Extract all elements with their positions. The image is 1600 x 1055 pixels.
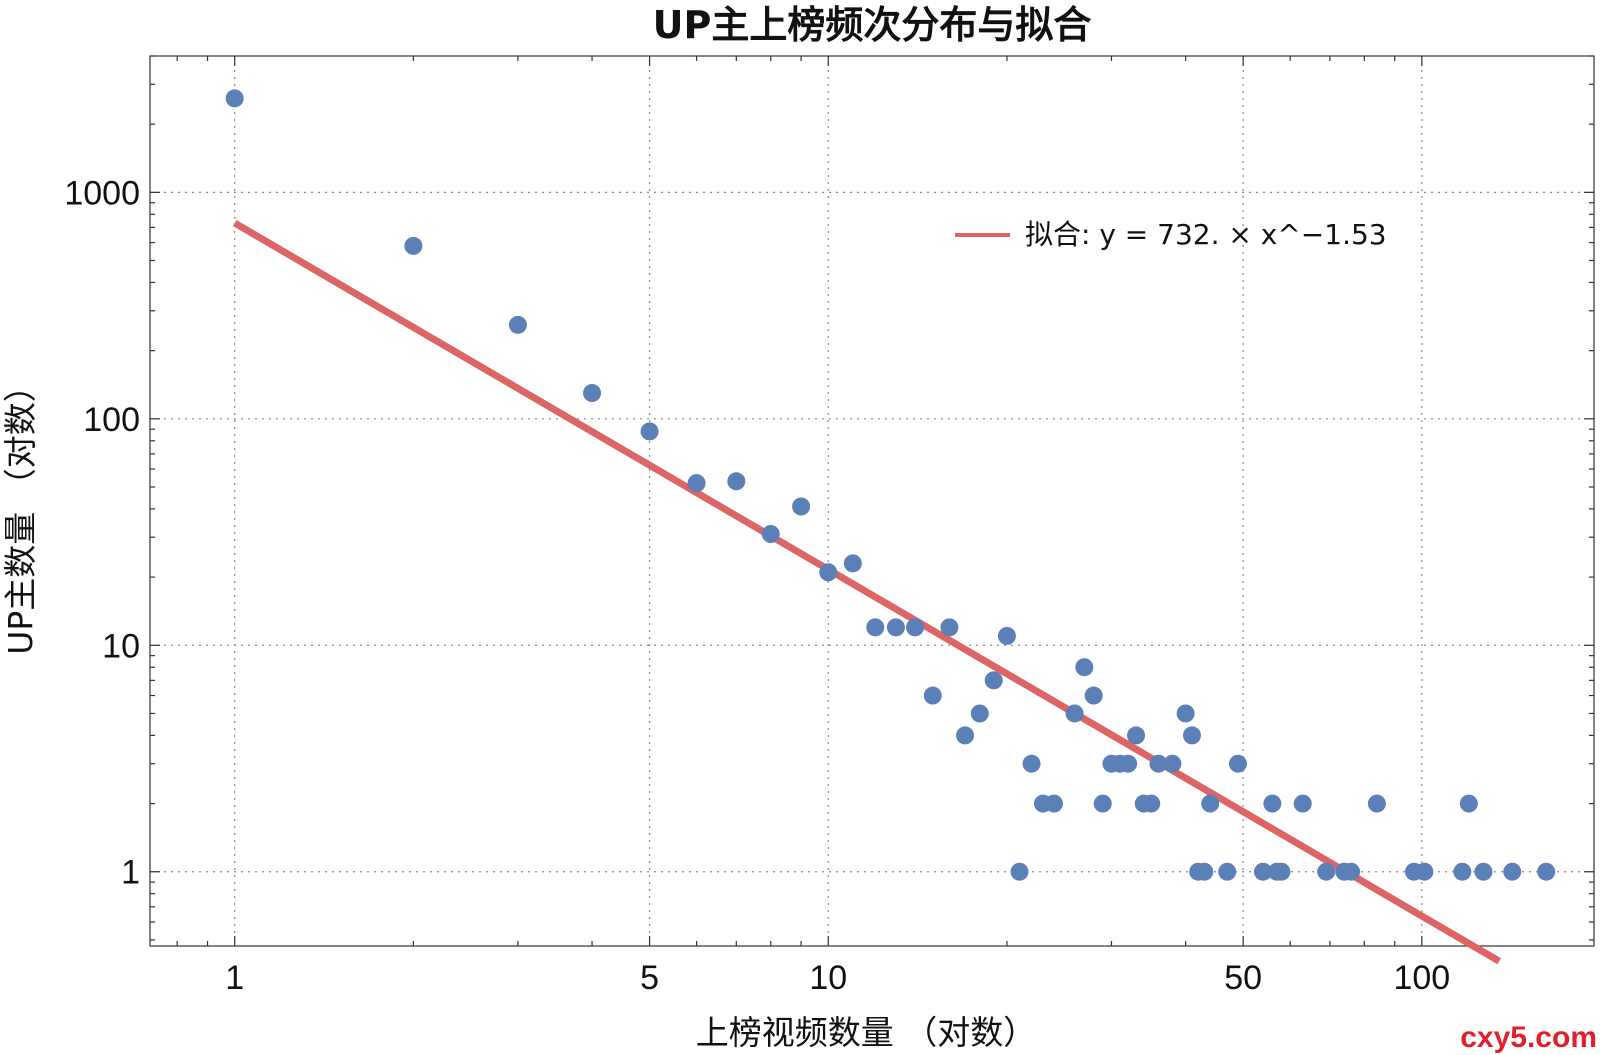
legend-label: 拟合: y = 732. × x^−1.53	[1025, 218, 1387, 251]
data-point	[843, 554, 862, 573]
data-point	[1415, 862, 1434, 881]
data-point	[727, 472, 746, 491]
y-axis-label: UP主数量 （对数）	[1, 369, 40, 655]
data-point	[1182, 726, 1201, 745]
axis-ticks	[150, 55, 1594, 946]
data-point	[1119, 754, 1138, 773]
chart-title: UP主上榜频次分布与拟合	[653, 3, 1092, 47]
data-point	[1474, 862, 1493, 881]
data-point	[1272, 862, 1291, 881]
data-point	[1149, 754, 1168, 773]
data-point	[1263, 794, 1282, 813]
data-point	[1093, 794, 1112, 813]
fit-line	[232, 220, 1501, 965]
y-tick-label: 1	[121, 854, 140, 892]
data-point	[1201, 794, 1220, 813]
data-point	[1253, 862, 1272, 881]
y-tick-label: 1000	[64, 174, 140, 212]
y-tick-label: 100	[83, 401, 140, 439]
data-point	[1537, 862, 1556, 881]
legend: 拟合: y = 732. × x^−1.53	[955, 218, 1387, 251]
data-point	[1010, 862, 1029, 881]
data-point	[1127, 726, 1146, 745]
data-point	[956, 726, 975, 745]
data-point	[1367, 794, 1386, 813]
data-point	[792, 497, 811, 516]
watermark: cxy5.com	[1460, 1021, 1597, 1054]
data-point	[1065, 704, 1084, 723]
data-point	[970, 704, 989, 723]
data-point	[997, 626, 1016, 645]
y-tick-labels: 1 10 100 1000	[64, 174, 140, 891]
x-tick-label: 100	[1393, 959, 1450, 997]
data-point	[866, 618, 885, 637]
data-point	[886, 618, 905, 637]
data-point	[984, 671, 1003, 690]
data-point	[761, 524, 780, 543]
data-point	[1195, 862, 1214, 881]
data-point	[906, 618, 925, 637]
data-point	[1163, 754, 1182, 773]
data-point	[923, 686, 942, 705]
data-point	[1459, 794, 1478, 813]
data-point	[404, 236, 423, 255]
scatter-points	[225, 89, 1556, 881]
grid-lines	[150, 56, 1594, 946]
data-point	[583, 384, 602, 403]
data-point	[1084, 686, 1103, 705]
data-point	[1342, 862, 1361, 881]
plot-frame	[149, 55, 1595, 947]
data-point	[1142, 794, 1161, 813]
data-point	[1022, 754, 1041, 773]
x-tick-label: 5	[640, 959, 659, 997]
data-point	[1453, 862, 1472, 881]
data-point	[1075, 658, 1094, 677]
data-point	[687, 474, 706, 493]
data-point	[940, 618, 959, 637]
x-tick-labels: 1 5 10 50 100	[225, 959, 1450, 997]
data-point	[640, 422, 659, 441]
x-tick-label: 10	[809, 959, 847, 997]
data-point	[508, 315, 527, 334]
x-axis-label: 上榜视频数量 （对数）	[696, 1013, 1037, 1052]
x-tick-label: 50	[1224, 959, 1262, 997]
data-point	[1503, 862, 1522, 881]
data-point	[1317, 862, 1336, 881]
data-point	[1218, 862, 1237, 881]
y-tick-label: 10	[102, 627, 140, 665]
data-point	[225, 89, 244, 108]
x-tick-label: 1	[225, 959, 244, 997]
data-point	[1044, 794, 1063, 813]
data-point	[1293, 794, 1312, 813]
data-point	[819, 563, 838, 582]
data-point	[1176, 704, 1195, 723]
data-point	[1228, 754, 1247, 773]
